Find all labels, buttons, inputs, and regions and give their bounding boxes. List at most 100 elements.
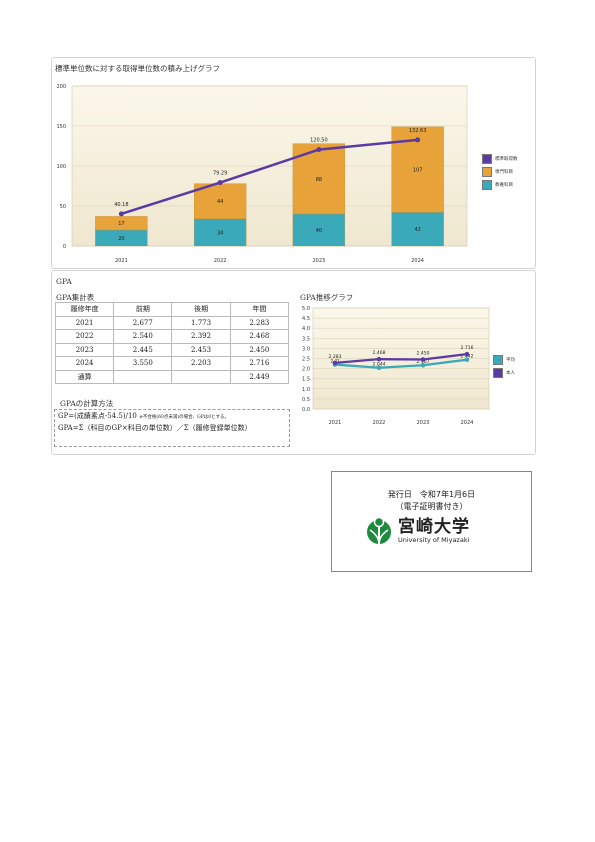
gpa-formula-box: GP=(成績素点-54.5)/10 ※不合格(60点未満)の場合、GPは0とする… (54, 409, 290, 447)
y-tick-label: 5.0 (302, 306, 310, 312)
gpa-chart-title: GPA推移グラフ (300, 293, 354, 302)
bar-value-label: 42 (414, 227, 420, 233)
table-cell: 2.453 (171, 342, 231, 357)
gp-formula: GP=(成績素点-54.5)/10 ※不合格(60点未満)の場合、GPは0とする… (58, 412, 229, 420)
table-cell: 通算 (54, 369, 115, 384)
y-tick-label: 3.0 (302, 346, 310, 352)
bar-segment (391, 212, 444, 247)
credit-chart-title: 標準単位数に対する取得単位数の積み上げグラフ (55, 64, 220, 73)
bar-value-label: 34 (217, 230, 223, 236)
gpa-point (376, 365, 382, 371)
gpa-value-label: 2.167 (417, 359, 430, 365)
table-header: 後期 (171, 302, 231, 317)
gpa-table: 履修年度 前期 後期 年間 2021 2.677 1.773 2.283 2022 2.5… (54, 302, 290, 384)
gpa-method-title: GPAの計算方法 (60, 399, 114, 408)
gpa-value-label: 2.450 (417, 351, 430, 357)
bar-value-label: 88 (316, 177, 322, 183)
legend-item: 専門科目 (482, 165, 518, 178)
legend-swatch-senmon (482, 166, 492, 177)
legend-swatch-self (493, 367, 503, 378)
line-point (118, 211, 124, 217)
x-tick-label: 2022 (214, 258, 227, 264)
gpa-point (464, 357, 470, 362)
y-tick-label: 2.0 (302, 367, 310, 373)
university-emblem-icon (367, 516, 391, 545)
gpa-point (420, 362, 426, 368)
line-point (217, 180, 223, 186)
university-logo: 宮崎大学 University of Miyazaki (365, 516, 470, 546)
gpa-formula: GPA=Σ（科目のGP×科目の単位数）／Σ（履修登録単位数） (58, 424, 252, 432)
table-cell: 3.550 (113, 356, 173, 371)
table-cell: 2.716 (229, 356, 290, 371)
university-name-jp: 宮崎大学 (398, 516, 470, 537)
gpa-value-label: 2.442 (461, 354, 474, 360)
y-tick-label: 3.5 (302, 336, 310, 342)
legend-label: 本人 (506, 370, 515, 376)
legend-item: 教養科目 (482, 178, 518, 191)
gpa-value-label: 2.716 (461, 345, 474, 351)
table-header: 前期 (113, 302, 173, 317)
x-tick-label: 2024 (461, 420, 474, 426)
gpa-chart: 2.??2.0442.1672.4422.2832.4682.4502.716 … (302, 306, 490, 426)
legend-swatch-line (482, 153, 492, 164)
table-header-row: 履修年度 前期 後期 年間 (54, 302, 290, 317)
gpa-chart-legend: 平均 本人 (493, 353, 515, 379)
table-header: 履修年度 (54, 302, 115, 317)
gpa-series-line (334, 352, 468, 365)
table-cell (171, 369, 231, 384)
y-tick-label: 1.5 (302, 377, 310, 383)
table-cell: 2.677 (113, 315, 173, 330)
certificate-note: （電子証明書付き） (395, 502, 468, 511)
table-cell: 2.468 (229, 329, 290, 344)
gpa-section-title: GPA (56, 277, 72, 286)
line-value-label: 132.63 (409, 128, 427, 134)
table-cell: 2.392 (171, 329, 231, 344)
issue-certificate-box: 発行日 令和7年1月6日 （電子証明書付き） 宮崎大学 University o… (331, 471, 532, 572)
line-point (316, 147, 322, 153)
bar-segment (292, 213, 346, 247)
bar-segment (95, 216, 148, 231)
table-cell: 1.773 (171, 315, 231, 330)
bar-segment (193, 183, 247, 219)
issue-date: 発行日 令和7年1月6日 (387, 490, 476, 499)
bar-value-label: 40 (316, 228, 322, 234)
y-tick-label: 200 (56, 84, 66, 90)
y-tick-label: 0.5 (302, 397, 310, 403)
gpa-series-line (334, 358, 468, 369)
legend-swatch-average (493, 354, 503, 365)
table-row: 2023 2.445 2.453 2.450 (54, 342, 290, 357)
credit-chart: 20 17 34 44 40 88 42 107 40.18 79.29 120.50 132.63… (56, 84, 468, 264)
y-tick-label: 2.5 (302, 357, 310, 363)
legend-label: 標準取得数 (495, 156, 518, 162)
legend-label: 専門科目 (495, 169, 513, 175)
table-cell: 2024 (54, 356, 115, 371)
university-name-en: University of Miyazaki (398, 535, 470, 544)
x-tick-label: 2023 (313, 258, 326, 264)
line-value-label: 120.50 (310, 138, 328, 144)
gpa-value-label: 2.468 (373, 350, 386, 356)
table-cell: 2021 (54, 315, 115, 330)
bar-value-label: 107 (413, 168, 423, 174)
gpa-point (464, 351, 470, 357)
bar-value-label: 17 (118, 221, 124, 227)
y-tick-label: 0.0 (302, 407, 310, 413)
y-tick-label: 100 (56, 164, 66, 170)
x-tick-label: 2024 (411, 258, 424, 264)
credit-chart-legend: 標準取得数 専門科目 教養科目 (482, 152, 518, 191)
bar-segment (193, 218, 247, 247)
table-row: 2022 2.540 2.392 2.468 (54, 329, 290, 344)
y-tick-label: 4.5 (302, 316, 310, 322)
y-tick-label: 50 (60, 204, 66, 210)
legend-label: 平均 (506, 357, 515, 363)
x-tick-label: 2021 (115, 258, 128, 264)
table-header: 年間 (229, 302, 290, 317)
legend-item: 平均 (493, 353, 515, 366)
gpa-point (376, 356, 382, 362)
table-cell: 2.445 (113, 342, 173, 357)
y-tick-label: 0 (63, 244, 66, 250)
bar-value-label: 44 (217, 199, 223, 205)
y-tick-label: 150 (56, 124, 66, 130)
gpa-value-label: 2.044 (373, 362, 386, 368)
table-cell (113, 369, 173, 384)
y-tick-label: 1.0 (302, 387, 310, 393)
